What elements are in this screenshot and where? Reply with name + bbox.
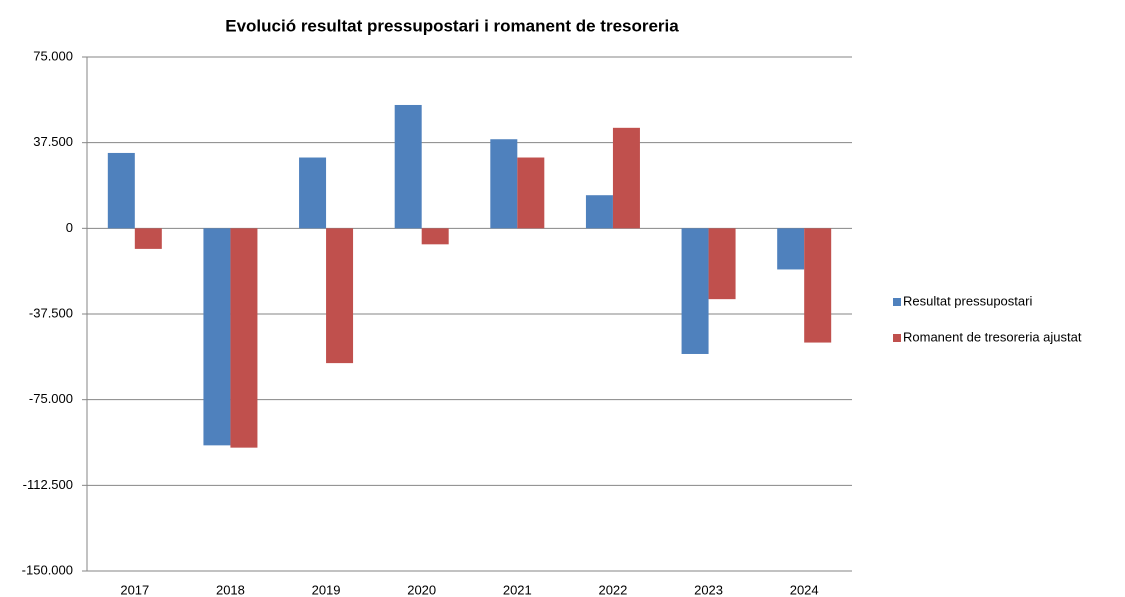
bar: [134, 228, 162, 249]
bar: [421, 228, 449, 245]
bar: [490, 139, 518, 229]
y-tick-label: 0: [66, 220, 73, 235]
bar: [299, 157, 327, 229]
bar: [585, 195, 613, 229]
y-tick-label: -112.500: [23, 477, 73, 492]
x-tick-label: 2019: [312, 582, 341, 597]
x-tick-label: 2020: [407, 582, 436, 597]
y-tick-label: -75.000: [29, 391, 73, 406]
bar: [107, 152, 135, 229]
x-tick-label: 2023: [694, 582, 723, 597]
x-tick-label: 2022: [598, 582, 627, 597]
bar: [517, 157, 545, 229]
chart-title: Evolució resultat pressupostari i romane…: [225, 16, 679, 35]
legend-swatch: [893, 298, 901, 306]
legend-label: Resultat pressupostari: [903, 293, 1032, 308]
bar: [612, 127, 640, 229]
y-tick-label: 75.000: [33, 48, 73, 63]
bar: [203, 228, 231, 446]
bar: [230, 228, 258, 448]
y-tick-label: 37.500: [33, 134, 73, 149]
bar: [681, 228, 709, 354]
y-tick-label: -37.500: [29, 305, 73, 320]
bar: [394, 104, 422, 229]
bar: [777, 228, 805, 270]
legend-label: Romanent de tresoreria ajustat: [903, 329, 1082, 344]
bar: [804, 228, 832, 343]
x-tick-label: 2024: [790, 582, 819, 597]
x-tick-label: 2021: [503, 582, 532, 597]
y-tick-label: -150.000: [22, 562, 73, 577]
bar: [708, 228, 736, 300]
legend-swatch: [893, 334, 901, 342]
x-tick-label: 2017: [120, 582, 149, 597]
x-tick-label: 2018: [216, 582, 245, 597]
bar: [326, 228, 354, 364]
